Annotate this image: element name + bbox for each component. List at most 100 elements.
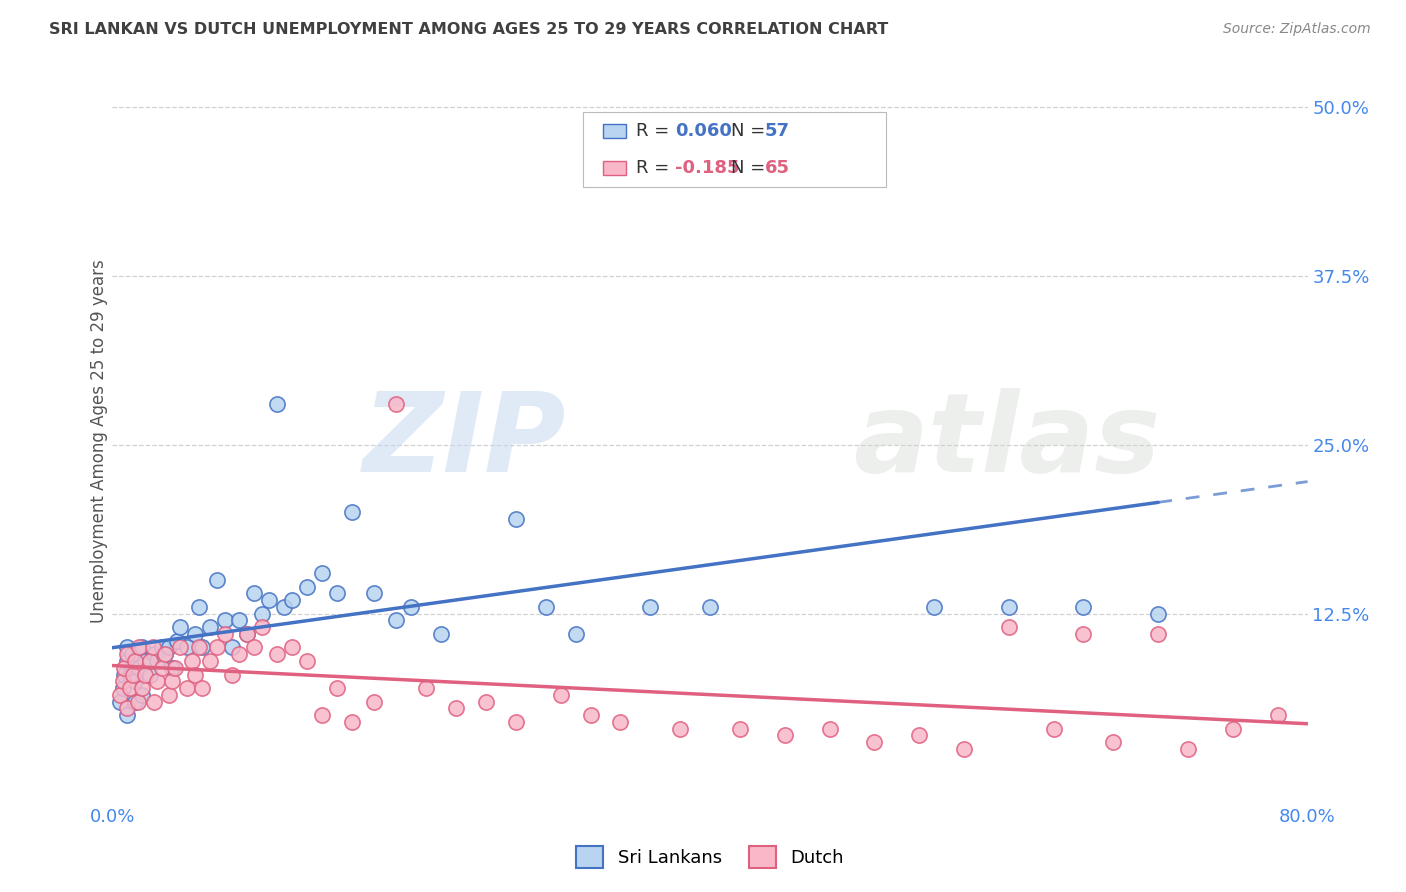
Point — [430, 627, 453, 641]
Point — [728, 722, 751, 736]
Text: 65: 65 — [765, 159, 790, 177]
Point — [311, 566, 333, 581]
Point — [1073, 599, 1095, 614]
Point — [243, 586, 266, 600]
Text: Source: ZipAtlas.com: Source: ZipAtlas.com — [1223, 22, 1371, 37]
Point — [157, 688, 180, 702]
Point — [146, 674, 169, 689]
Point — [848, 128, 870, 142]
Point — [415, 681, 437, 695]
Text: SRI LANKAN VS DUTCH UNEMPLOYMENT AMONG AGES 25 TO 29 YEARS CORRELATION CHART: SRI LANKAN VS DUTCH UNEMPLOYMENT AMONG A… — [49, 22, 889, 37]
Point — [117, 640, 139, 655]
Point — [773, 728, 796, 742]
Point — [579, 708, 602, 723]
Point — [221, 667, 243, 681]
Point — [998, 620, 1021, 634]
Point — [191, 640, 214, 655]
Point — [564, 627, 586, 641]
Point — [295, 654, 318, 668]
Point — [131, 640, 153, 655]
Point — [214, 627, 236, 641]
Point — [117, 647, 139, 661]
Point — [609, 714, 631, 729]
Point — [340, 505, 363, 519]
Point — [1042, 722, 1064, 736]
Text: R =: R = — [636, 122, 675, 140]
Point — [1147, 627, 1170, 641]
Point — [114, 667, 135, 681]
Point — [475, 694, 498, 708]
Point — [273, 599, 295, 614]
Point — [363, 694, 385, 708]
Point — [340, 714, 363, 729]
Point — [188, 640, 211, 655]
Point — [325, 586, 347, 600]
Point — [250, 620, 273, 634]
Point — [669, 722, 692, 736]
Point — [153, 647, 176, 661]
Point — [191, 681, 214, 695]
Point — [183, 627, 205, 641]
Point — [922, 599, 945, 614]
Point — [131, 681, 153, 695]
Point — [166, 633, 188, 648]
Point — [139, 667, 162, 681]
Point — [198, 620, 221, 634]
Point — [250, 607, 273, 621]
Text: ZIP: ZIP — [363, 388, 567, 495]
Point — [505, 512, 527, 526]
Point — [180, 654, 202, 668]
Point — [295, 580, 318, 594]
Point — [117, 701, 139, 715]
Point — [221, 640, 243, 655]
Point — [1177, 741, 1199, 756]
Text: 57: 57 — [765, 122, 790, 140]
Point — [162, 674, 183, 689]
Point — [150, 661, 173, 675]
Point — [157, 640, 180, 655]
Point — [162, 661, 183, 675]
Point — [124, 694, 146, 708]
Point — [534, 599, 557, 614]
Point — [165, 661, 187, 675]
Point — [363, 586, 385, 600]
Text: -0.185: -0.185 — [675, 159, 740, 177]
Point — [117, 708, 139, 723]
Point — [699, 599, 721, 614]
Point — [120, 667, 142, 681]
Point — [176, 681, 198, 695]
Point — [108, 694, 131, 708]
Point — [640, 599, 662, 614]
Point — [243, 640, 266, 655]
Point — [139, 654, 162, 668]
Point — [131, 688, 153, 702]
Point — [188, 599, 211, 614]
Point — [385, 614, 408, 628]
Point — [176, 640, 198, 655]
Point — [214, 614, 236, 628]
Point — [863, 735, 886, 749]
Point — [266, 647, 288, 661]
Point — [143, 694, 166, 708]
Point — [142, 640, 165, 655]
Point — [108, 688, 131, 702]
Point — [281, 640, 304, 655]
Point — [150, 640, 173, 655]
Point — [111, 681, 134, 695]
Point — [259, 593, 281, 607]
Point — [385, 397, 408, 411]
Point — [128, 640, 150, 655]
Point — [124, 654, 146, 668]
Point — [401, 599, 423, 614]
Point — [444, 701, 467, 715]
Point — [183, 667, 205, 681]
Point — [311, 708, 333, 723]
Point — [1073, 627, 1095, 641]
Point — [1222, 722, 1244, 736]
Point — [111, 674, 134, 689]
Point — [1267, 708, 1289, 723]
Point — [228, 647, 250, 661]
Point — [818, 722, 841, 736]
Y-axis label: Unemployment Among Ages 25 to 29 years: Unemployment Among Ages 25 to 29 years — [90, 260, 108, 624]
Point — [908, 728, 931, 742]
